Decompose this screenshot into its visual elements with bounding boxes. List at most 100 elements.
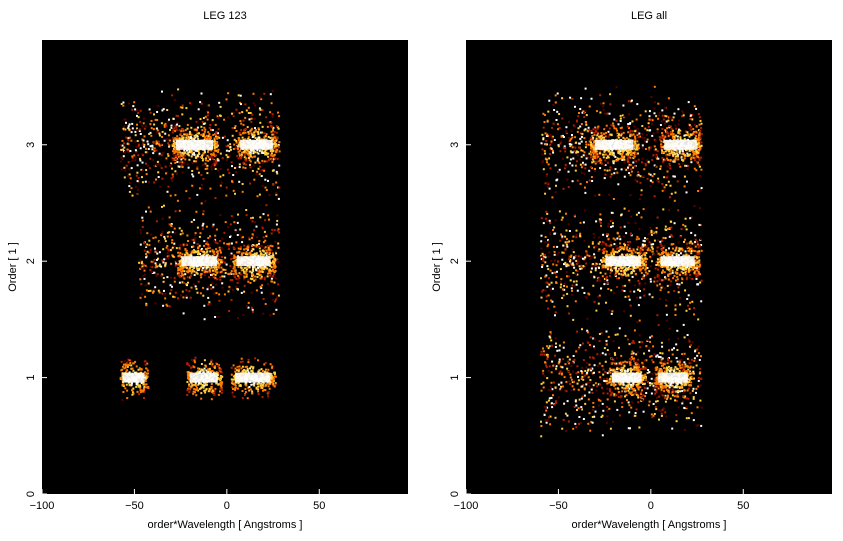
scatter-cell [138,261,141,264]
intensity-cell [231,391,234,394]
intensity-cell [683,138,686,140]
intensity-cell [207,159,210,162]
intensity-cell [600,159,603,162]
scatter-cell [191,161,194,164]
scatter-cell [204,254,207,257]
scatter-cell [643,136,646,139]
scatter-cell [695,267,698,270]
scatter-cell [688,154,691,157]
intensity-cell [140,389,143,392]
x-tick-label: −100 [30,500,55,512]
intensity-cell [634,139,637,142]
scatter-cell [588,169,591,172]
scatter-cell [275,192,277,195]
intensity-cell [207,253,210,256]
intensity-cell [661,152,663,154]
scatter-cell [686,164,689,167]
intensity-cell [619,157,622,160]
scatter-cell [150,119,153,122]
scatter-cell [594,269,597,272]
scatter-cell [241,241,244,244]
intensity-cell [271,256,274,259]
intensity-cell [590,153,593,156]
scatter-cell [231,134,234,137]
scatter-cell [151,144,154,147]
intensity-cell [209,371,212,374]
intensity-cell [264,149,267,152]
intensity-cell [273,266,276,269]
scatter-cell [648,115,651,118]
scatter-cell [592,155,595,158]
scatter-cell [221,275,224,278]
scatter-cell [599,279,601,282]
intensity-cell [195,160,198,163]
scatter-cell [578,142,581,145]
scatter-cell [170,225,173,228]
scatter-cell [191,250,194,253]
scatter-cell [620,131,623,134]
intensity-cell [274,258,277,261]
scatter-cell [127,175,130,178]
intensity-cell [220,270,223,273]
intensity-cell [178,161,181,164]
intensity-cell [196,155,199,158]
scatter-cell [240,122,243,125]
scatter-cell [596,110,598,113]
intensity-cell [203,132,206,135]
scatter-cell [144,244,147,247]
intensity-cell [251,390,254,393]
scatter-cell [230,298,233,301]
scatter-cell [259,285,262,288]
intensity-cell [254,161,257,164]
intensity-cell [600,132,603,135]
scatter-cell [141,226,144,229]
scatter-cell [678,119,680,122]
scatter-cell [199,118,202,121]
scatter-cell [277,242,280,245]
intensity-cell [272,275,275,277]
intensity-cell [273,375,276,378]
scatter-cell [616,237,619,240]
scatter-cell [240,251,243,254]
scatter-cell [217,256,220,258]
scatter-cell [661,239,663,242]
intensity-cell [211,157,214,160]
scatter-cell [574,146,577,149]
scatter-cell [214,197,217,199]
scatter-cell [164,264,167,267]
scatter-cell [139,278,142,281]
scatter-cell [225,98,228,101]
intensity-cell [594,160,597,163]
intensity-cell [139,389,142,392]
scatter-cell [131,122,134,125]
scatter-cell [263,168,265,171]
scatter-cell [260,287,263,289]
intensity-cell [217,128,220,131]
scatter-cell [171,231,174,234]
intensity-cell [186,252,189,255]
intensity-cell [219,379,222,382]
scatter-cell [162,108,165,111]
scatter-cell [652,154,655,157]
intensity-cell [208,126,211,129]
scatter-cell [658,277,661,280]
intensity-cell [688,149,691,152]
intensity-cell [193,366,196,369]
intensity-cell [257,370,260,373]
scatter-cell [542,137,545,140]
intensity-cell [273,154,276,157]
scatter-cell [158,152,161,155]
scatter-cell [583,112,585,114]
scatter-cell [194,136,197,139]
intensity-cell [253,266,256,269]
intensity-cell [210,383,213,385]
intensity-cell [263,136,266,139]
scatter-cell [219,214,222,217]
scatter-cell [196,126,199,129]
intensity-cell [247,132,250,135]
intensity-cell [263,265,266,268]
bright-core [235,372,271,383]
scatter-cell [608,112,611,115]
intensity-cell [592,128,595,131]
intensity-cell [175,128,178,131]
